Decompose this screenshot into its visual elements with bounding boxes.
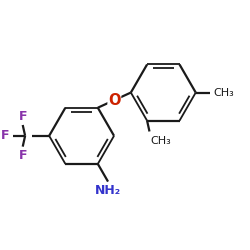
Text: F: F: [18, 110, 27, 122]
Text: F: F: [1, 129, 10, 142]
Text: F: F: [18, 149, 27, 162]
Text: CH₃: CH₃: [151, 136, 172, 146]
Text: CH₃: CH₃: [214, 88, 234, 98]
Text: O: O: [108, 93, 120, 108]
Text: NH₂: NH₂: [95, 184, 121, 197]
